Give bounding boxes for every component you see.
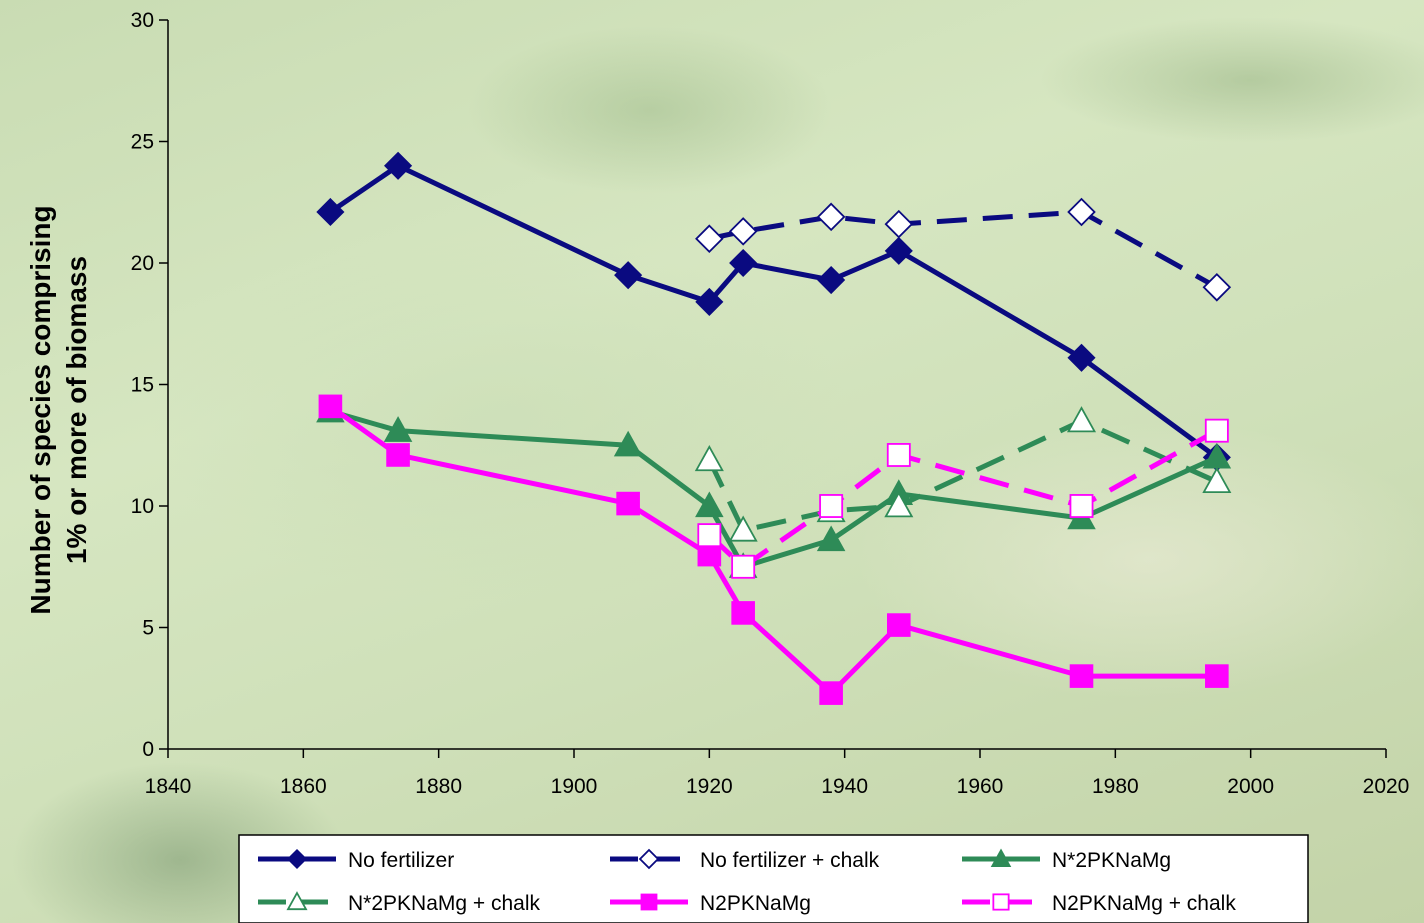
data-point-diamond	[884, 209, 914, 239]
data-point-square	[819, 494, 844, 518]
legend-label: N*2PKNaMg + chalk	[348, 892, 541, 915]
series-3	[316, 396, 1232, 578]
x-tick-label: 1880	[415, 775, 462, 798]
x-tick-label: 1960	[957, 775, 1004, 798]
data-point-square	[1204, 418, 1229, 443]
x-tick-label: 1980	[1092, 775, 1139, 798]
data-point-square	[731, 554, 756, 579]
data-point-diamond	[614, 261, 643, 290]
legend-label: No fertilizer	[348, 849, 454, 872]
data-point-square	[386, 443, 410, 467]
series-layer	[316, 151, 1232, 705]
series-line	[707, 428, 1219, 570]
x-tick-label: 2020	[1363, 775, 1410, 798]
axes: 0 5 10 15 20 25 30 1840 1860 1880 1900 1920 1940 1960…	[131, 9, 1410, 798]
legend-label: No fertilizer + chalk	[700, 849, 880, 872]
data-point-diamond	[816, 202, 846, 232]
legend-item: N*2PKNaMg + chalk	[258, 891, 541, 915]
legend-item: No fertilizer + chalk	[610, 848, 880, 872]
data-point-square	[616, 491, 640, 516]
data-point-triangle	[884, 491, 914, 518]
y-axis-title: Number of species comprising 1% or more …	[25, 205, 92, 614]
y-tick-label: 25	[131, 131, 154, 154]
legend-box	[238, 834, 1309, 923]
y-tick-label: 0	[142, 738, 154, 761]
series-line	[708, 209, 1219, 290]
series-6	[697, 418, 1229, 579]
data-point-square	[992, 893, 1010, 911]
data-point-square	[731, 601, 755, 625]
data-point-square	[697, 523, 722, 548]
data-point-triangle	[1202, 466, 1232, 494]
data-point-diamond	[286, 848, 308, 870]
data-point-diamond	[695, 287, 724, 316]
data-point-diamond	[384, 151, 413, 180]
data-point-square	[1205, 664, 1229, 688]
data-point-triangle	[816, 525, 846, 552]
series-line	[707, 418, 1218, 533]
series-2	[695, 197, 1232, 302]
y-tick-label: 5	[142, 617, 154, 640]
x-tick-label: 1860	[280, 775, 327, 798]
y-axis-title-line-2: 1% or more of biomass	[61, 256, 92, 564]
legend-label: N2PKNaMg + chalk	[1052, 892, 1236, 915]
y-axis-title-line-1: Number of species comprising	[25, 205, 56, 614]
series-1	[316, 151, 1231, 472]
y-tick-label: 20	[131, 252, 154, 275]
x-tick-label: 1920	[686, 775, 733, 798]
data-point-square	[318, 394, 343, 419]
series-line	[328, 404, 1217, 696]
data-point-square	[640, 893, 658, 911]
data-point-diamond	[884, 236, 913, 265]
data-point-triangle	[613, 430, 643, 457]
data-point-diamond	[1202, 273, 1232, 302]
data-point-diamond	[1067, 197, 1096, 227]
data-point-triangle	[695, 491, 724, 518]
data-point-square	[819, 681, 843, 705]
data-point-triangle	[286, 891, 308, 911]
data-point-triangle	[694, 444, 724, 472]
data-point-square	[886, 443, 911, 467]
data-point-triangle	[1066, 406, 1097, 433]
x-tick-label: 1940	[821, 775, 868, 798]
x-tick-label: 2000	[1227, 775, 1274, 798]
data-point-diamond	[638, 848, 660, 870]
legend-label: N2PKNaMg	[700, 892, 811, 915]
data-point-diamond	[695, 224, 724, 253]
data-point-triangle	[728, 515, 758, 542]
data-point-diamond	[728, 217, 758, 246]
data-point-square	[887, 613, 911, 637]
y-tick-label: 30	[131, 9, 154, 32]
data-point-diamond	[316, 197, 345, 227]
y-tick-label: 15	[131, 374, 154, 397]
data-point-square	[1069, 664, 1094, 688]
data-point-diamond	[729, 248, 758, 278]
legend-label: N*2PKNaMg	[1052, 849, 1171, 872]
data-point-diamond	[1067, 343, 1096, 372]
data-point-square	[1069, 494, 1094, 518]
x-tick-label: 1840	[145, 775, 192, 798]
legend-item: N2PKNaMg	[610, 892, 811, 915]
series-5	[318, 394, 1229, 705]
data-point-triangle	[383, 416, 413, 442]
legend-item: N*2PKNaMg	[962, 848, 1171, 872]
legend-item: No fertilizer	[258, 848, 454, 872]
series-line	[329, 408, 1218, 570]
legend: No fertilizer No fertilizer + chalk N*2PKN…	[238, 834, 1309, 923]
data-point-triangle	[990, 848, 1012, 867]
x-tick-label: 1900	[551, 775, 598, 798]
y-tick-label: 10	[131, 495, 154, 518]
legend-item: N2PKNaMg + chalk	[962, 892, 1236, 915]
data-point-diamond	[817, 265, 846, 295]
